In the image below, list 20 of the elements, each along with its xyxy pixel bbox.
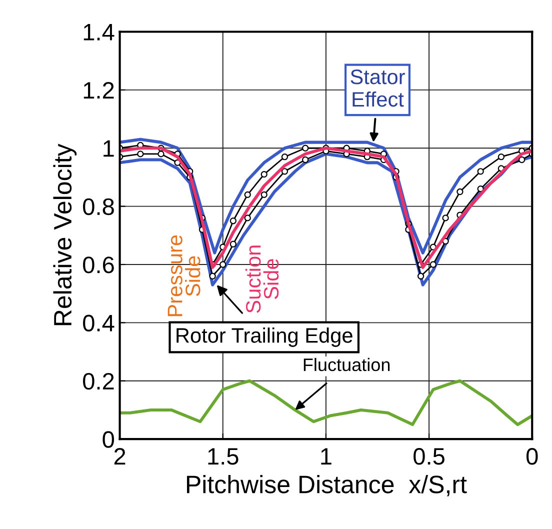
- x-axis-title: Pitchwise Distance x/S,rt: [186, 474, 467, 496]
- y-tick-label: 1.4: [84, 24, 114, 40]
- y-axis-title: Relative Velocity: [53, 144, 77, 326]
- annotation: Rotor Trailing Edge: [176, 328, 352, 347]
- y-tick-label: 0: [102, 431, 114, 448]
- annotation: Stator Effect: [350, 70, 405, 107]
- x-tick-label: 1.5: [208, 448, 238, 465]
- annotation: Suction Side: [245, 246, 279, 313]
- y-tick-label: 0.4: [83, 314, 114, 332]
- x-tick-label: 2: [114, 448, 126, 465]
- y-tick-label: 0.2: [83, 372, 114, 390]
- annotation: Pressure Side: [168, 235, 200, 316]
- y-tick-label: 1.2: [84, 82, 114, 98]
- annotation: Fluctuation: [304, 358, 390, 372]
- x-tick-label: 1: [321, 448, 332, 465]
- y-tick-label: 1: [104, 140, 114, 157]
- x-tick-label: 0.5: [414, 448, 444, 465]
- x-tick-label: 0: [526, 448, 538, 465]
- y-tick-label: 0.8: [83, 198, 114, 216]
- y-tick-label: 0.6: [83, 256, 114, 274]
